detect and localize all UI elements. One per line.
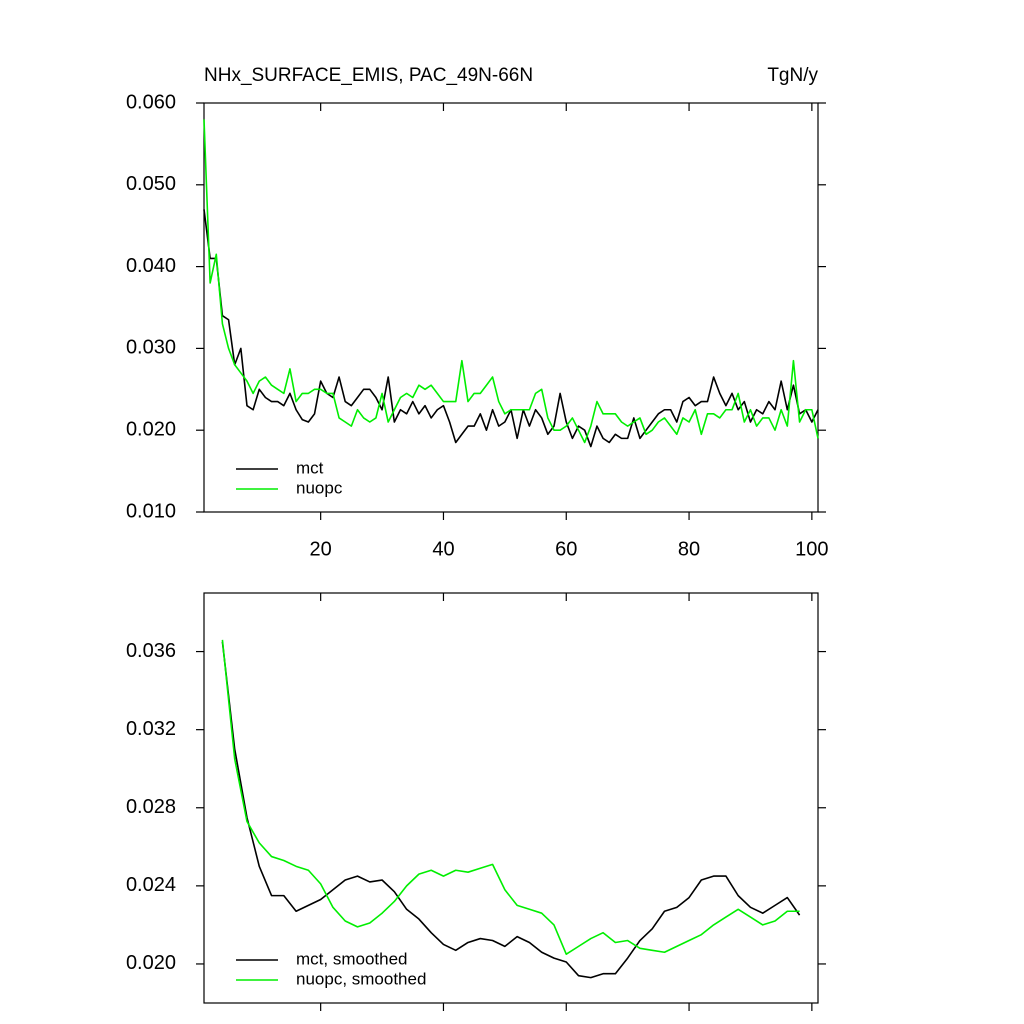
x-tick-label: 40 (432, 538, 454, 560)
y-tick-label: 0.040 (126, 255, 176, 277)
y-tick-label: 0.036 (126, 640, 176, 662)
y-tick-label: 0.020 (126, 952, 176, 974)
y-tick-label: 0.024 (126, 874, 176, 896)
legend-label: mct, smoothed (296, 949, 408, 968)
units-label: TgN/y (767, 65, 818, 86)
chart-title: NHx_SURFACE_EMIS, PAC_49N-66N (204, 65, 533, 86)
y-tick-label: 0.020 (126, 418, 176, 440)
x-tick-label: 80 (678, 538, 700, 560)
y-tick-label: 0.028 (126, 796, 176, 818)
plot-frame (203, 102, 819, 513)
y-tick-label: 0.030 (126, 337, 176, 359)
legend-label: nuopc, smoothed (296, 969, 426, 988)
data-line (221, 641, 801, 979)
data-line (203, 119, 819, 444)
y-tick-label: 0.060 (126, 91, 176, 113)
x-tick-label: 20 (310, 538, 332, 560)
x-tick-label: 100 (795, 538, 828, 560)
x-tick-label: 60 (555, 538, 577, 560)
plot-frame (203, 592, 819, 1004)
y-tick-label: 0.050 (126, 173, 176, 195)
data-line (221, 639, 800, 955)
y-tick-label: 0.032 (126, 718, 176, 740)
legend-label: mct (296, 458, 324, 477)
y-tick-label: 0.010 (126, 500, 176, 522)
legend-label: nuopc (296, 478, 343, 497)
